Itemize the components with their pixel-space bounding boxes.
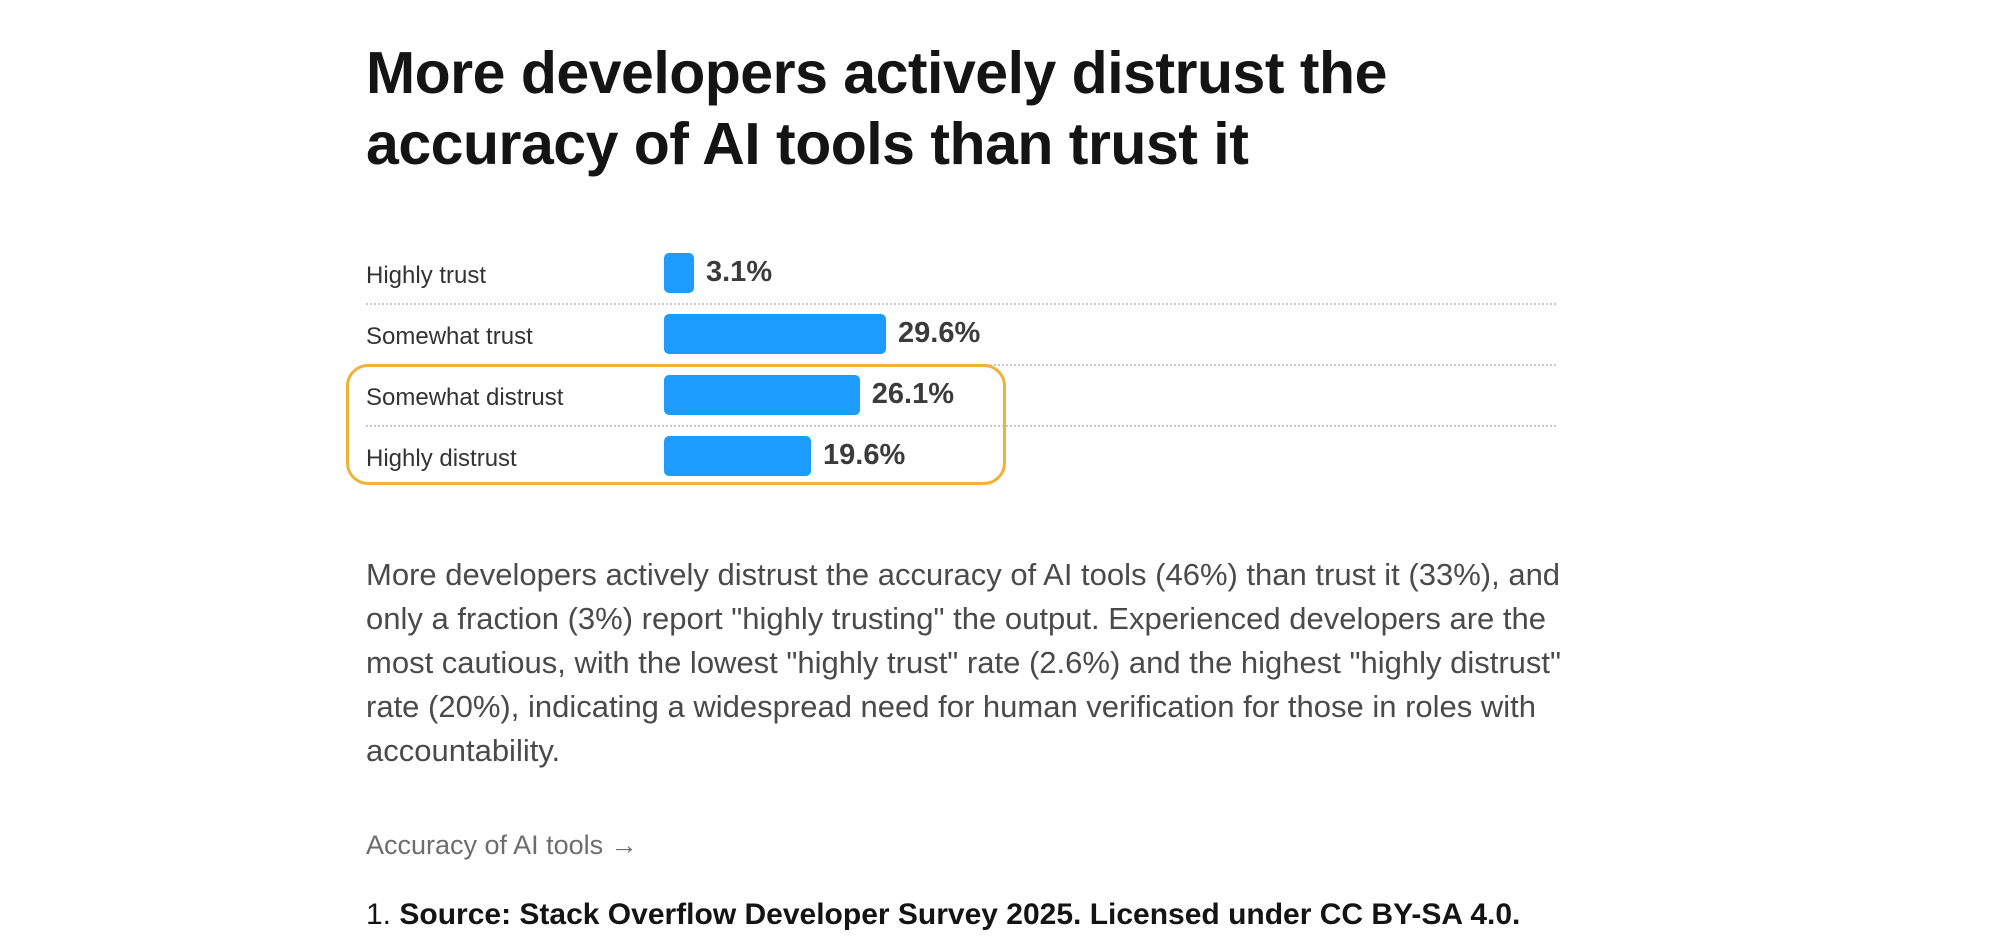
chart-row: Somewhat distrust 26.1%: [366, 367, 1556, 427]
row-divider: [366, 425, 1556, 427]
chart-row: Somewhat trust 29.6%: [366, 306, 1556, 366]
row-divider: [366, 303, 1556, 305]
chart-row: Highly distrust 19.6%: [366, 428, 1556, 488]
footnote-text: Source: Stack Overflow Developer Survey …: [399, 898, 1521, 931]
bar: [664, 314, 886, 354]
category-label: Somewhat trust: [366, 323, 533, 350]
footnote-number: 1.: [366, 898, 392, 931]
bar: [664, 375, 860, 415]
page-title: More developers actively distrust the ac…: [366, 40, 1387, 177]
accuracy-of-ai-tools-link[interactable]: Accuracy of AI tools →: [366, 830, 638, 860]
bar-value-label: 29.6%: [898, 317, 981, 349]
bar: [664, 253, 694, 293]
category-label: Somewhat distrust: [366, 384, 564, 411]
category-label: Highly distrust: [366, 445, 517, 472]
bar: [664, 436, 811, 476]
description-text: More developers actively distrust the ac…: [366, 557, 1562, 768]
bar-value-label: 19.6%: [823, 439, 906, 471]
chart-row: Highly trust 3.1%: [366, 245, 1556, 305]
category-label: Highly trust: [366, 262, 487, 289]
distrust-highlight-box: [346, 364, 1006, 485]
bar-value-label: 3.1%: [706, 256, 773, 288]
bar-chart: Highly trust 3.1% Somewhat trust 29.6% Somew…: [366, 245, 1556, 495]
source-footnote: 1. Source: Stack Overflow Developer Surv…: [366, 897, 1520, 933]
bar-value-label: 26.1%: [871, 378, 954, 410]
